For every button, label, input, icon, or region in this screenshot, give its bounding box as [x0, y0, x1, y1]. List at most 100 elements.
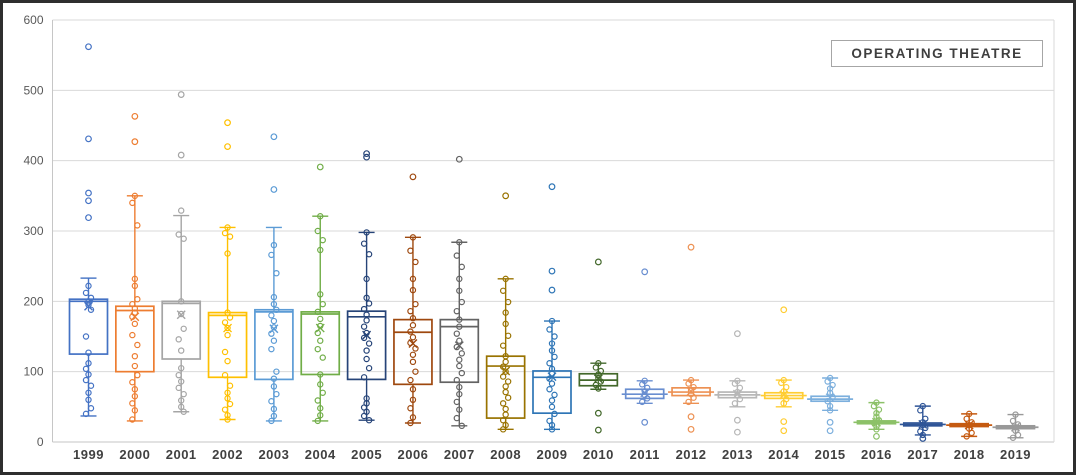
outlier-point [641, 268, 649, 276]
data-point [134, 222, 141, 229]
data-point [873, 423, 880, 430]
data-point [551, 353, 558, 361]
box-plot-2001 [161, 91, 202, 415]
data-point [458, 369, 465, 377]
data-point [963, 415, 970, 422]
data-point [873, 426, 880, 433]
data-point [129, 400, 136, 407]
data-point [270, 405, 278, 413]
y-axis-tick-label: 400 [23, 154, 43, 168]
data-point [499, 287, 507, 294]
mean-marker [223, 323, 233, 333]
data-point [458, 350, 465, 357]
data-point [317, 412, 324, 419]
data-point [224, 412, 231, 419]
data-point [129, 416, 136, 423]
data-point [595, 385, 602, 392]
data-point [270, 375, 278, 382]
outlier-point [455, 155, 463, 163]
outlier-point [641, 418, 649, 426]
outlier-point [502, 192, 510, 200]
data-point [273, 368, 280, 375]
data-point [85, 389, 92, 396]
data-point [551, 391, 558, 399]
data-point [180, 325, 187, 332]
outlier-point [548, 286, 556, 294]
outlier-point [85, 135, 92, 143]
data-point [268, 251, 275, 259]
data-point [456, 390, 463, 398]
outlier-point [594, 409, 602, 417]
box-plot-1999 [68, 43, 109, 418]
data-point [456, 406, 463, 413]
outlier-point [687, 425, 695, 433]
data-point [963, 433, 970, 440]
box-plot-2002 [207, 119, 248, 423]
y-axis-tick-label: 100 [23, 365, 43, 379]
data-point [407, 247, 414, 254]
data-point [221, 406, 229, 413]
data-point [175, 384, 182, 392]
data-point [458, 422, 465, 430]
outlier-point [363, 153, 371, 161]
data-point [221, 371, 229, 379]
data-point [175, 336, 182, 343]
data-point [129, 379, 136, 386]
data-point [365, 364, 373, 372]
data-point [453, 252, 460, 259]
outlier-point [316, 163, 324, 171]
data-point [409, 414, 417, 421]
data-point [270, 300, 278, 308]
iqr-box [161, 300, 202, 360]
x-axis-category-label: 2009 [537, 447, 568, 462]
data-point [131, 362, 139, 370]
data-point [548, 426, 556, 433]
data-point [409, 234, 417, 241]
data-point [270, 317, 278, 325]
data-point [453, 307, 460, 315]
data-point [131, 352, 139, 360]
y-axis-tick-label: 600 [23, 13, 43, 27]
outlier-point [594, 258, 602, 266]
iqr-box [207, 311, 248, 379]
box-plot-2005 [346, 150, 387, 424]
data-point [456, 316, 463, 323]
data-point [548, 403, 556, 411]
data-point [546, 386, 553, 393]
data-point [1012, 424, 1019, 431]
data-point [270, 412, 278, 420]
data-point [641, 388, 648, 395]
x-axis-category-label: 2001 [166, 447, 197, 462]
iqr-box [254, 308, 294, 381]
data-point [965, 410, 973, 418]
data-point [131, 320, 139, 328]
data-point [1014, 431, 1022, 439]
data-point [85, 298, 92, 305]
data-point [180, 235, 187, 242]
mean-marker [964, 420, 974, 430]
data-point [314, 397, 321, 404]
data-point [456, 383, 463, 391]
x-axis-category-label: 2012 [676, 447, 707, 462]
data-point [134, 341, 141, 349]
data-point [502, 309, 509, 316]
data-point [268, 417, 275, 425]
data-point [175, 231, 182, 238]
data-point [456, 275, 463, 283]
data-point [502, 388, 509, 396]
box-plot-2010 [578, 258, 619, 434]
data-point [360, 323, 368, 330]
outlier-point [177, 91, 185, 98]
data-point [873, 409, 880, 417]
data-point [499, 400, 507, 407]
x-axis-category-label: 2003 [258, 447, 289, 462]
mean-marker [918, 419, 928, 429]
data-point [407, 307, 414, 315]
y-axis-tick-label: 300 [23, 224, 43, 238]
data-point [82, 376, 90, 384]
data-point [314, 308, 321, 316]
outlier-point [409, 173, 417, 181]
data-point [409, 275, 417, 283]
mean-marker [732, 389, 742, 399]
data-point [824, 398, 831, 405]
